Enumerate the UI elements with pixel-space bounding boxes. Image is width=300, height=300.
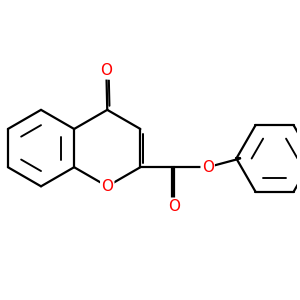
Text: O: O (168, 199, 180, 214)
Text: O: O (101, 179, 113, 194)
Text: O: O (100, 63, 112, 78)
Text: O: O (202, 160, 214, 175)
